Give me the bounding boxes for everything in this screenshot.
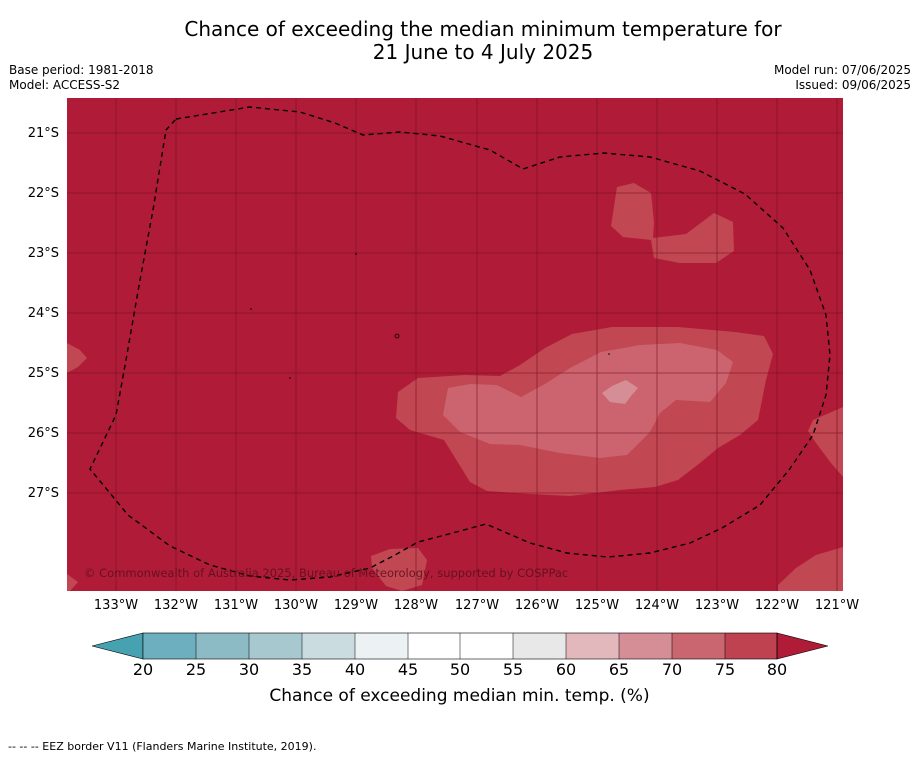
colorbar-bin-35-40 [302, 633, 355, 659]
colorbar-tick: 30 [238, 660, 260, 679]
lon-label: 132°W [153, 598, 199, 613]
colorbar-bin-65-70 [619, 633, 672, 659]
lon-label: 123°W [694, 598, 740, 613]
contour-75-80-north [611, 183, 734, 263]
base-period: Base period: 1981-2018 [9, 63, 154, 77]
lat-label: 25°S [27, 366, 59, 381]
colorbar-bin-45-50 [408, 633, 460, 659]
colorbar-tick: 55 [502, 660, 524, 679]
colorbar-tick: 75 [714, 660, 736, 679]
copyright-text: © Commonwealth of Australia 2025, Bureau… [84, 566, 568, 580]
model-name: Model: ACCESS-S2 [9, 78, 121, 92]
contour-65-70 [602, 380, 638, 404]
lon-label: 126°W [514, 598, 560, 613]
lat-label: 26°S [27, 426, 59, 441]
island-marker [394, 333, 400, 339]
colorbar-arrow-low [91, 632, 144, 660]
title-line-2: 21 June to 4 July 2025 [372, 40, 594, 64]
colorbar-tick: 25 [185, 660, 207, 679]
colorbar-label: Chance of exceeding median min. temp. (%… [269, 686, 650, 706]
colorbar-bin-30-35 [249, 633, 302, 659]
colorbar-bin-50-55 [460, 633, 513, 659]
lon-label: 122°W [754, 598, 800, 613]
lon-label: 128°W [393, 598, 439, 613]
colorbar-bin-55-60 [513, 633, 566, 659]
colorbar-tick: 35 [291, 660, 313, 679]
colorbar-tick: 60 [555, 660, 577, 679]
eez-border-line [89, 106, 831, 581]
lat-label: 23°S [27, 246, 59, 261]
lon-label: 124°W [634, 598, 680, 613]
lon-label: 133°W [93, 598, 139, 613]
colorbar-tick: 40 [344, 660, 366, 679]
lon-label: 130°W [273, 598, 319, 613]
colorbar [91, 632, 829, 660]
model-run: Model run: 07/06/2025 [773, 63, 911, 77]
graticule [67, 98, 843, 591]
island-marker [289, 377, 291, 379]
colorbar-bin-20-25 [143, 633, 196, 659]
colorbar-tick: 50 [449, 660, 471, 679]
colorbar-arrow-high [776, 632, 829, 660]
colorbar-tick: 80 [766, 660, 788, 679]
contour-70-75 [443, 343, 733, 458]
lon-label: 131°W [213, 598, 259, 613]
lon-label: 121°W [814, 598, 860, 613]
colorbar-bin-40-45 [355, 633, 408, 659]
lat-label: 22°S [27, 186, 59, 201]
lon-label: 125°W [574, 598, 620, 613]
meta-left: Base period: 1981-2018 Model: ACCESS-S2 [9, 63, 154, 93]
probability-contours [67, 98, 843, 591]
contour-75-80-southwest [67, 574, 78, 591]
colorbar-bin-25-30 [196, 633, 249, 659]
page-title: Chance of exceeding the median minimum t… [0, 18, 919, 64]
colorbar-tick: 70 [661, 660, 683, 679]
colorbar-tick: 20 [132, 660, 154, 679]
island-marker [355, 253, 357, 255]
island-marker [608, 353, 610, 355]
colorbar-tick: 45 [397, 660, 419, 679]
lat-label: 24°S [27, 306, 59, 321]
colorbar-bin-75-80 [725, 633, 777, 659]
lat-label: 21°S [27, 126, 59, 141]
contour-75-80-south [371, 548, 427, 591]
colorbar-tick: 65 [608, 660, 630, 679]
lon-label: 127°W [454, 598, 500, 613]
colorbar-bin-70-75 [672, 633, 725, 659]
lon-label: 129°W [333, 598, 379, 613]
contour-75-80-southeast [778, 547, 843, 591]
meta-right: Model run: 07/06/2025 Issued: 09/06/2025 [774, 63, 911, 93]
contour-75-80-west [67, 343, 87, 373]
island-marker [250, 308, 252, 310]
contour-75-80-east [808, 407, 843, 477]
issued-date: Issued: 09/06/2025 [795, 78, 911, 92]
lat-label: 27°S [27, 486, 59, 501]
title-line-1: Chance of exceeding the median minimum t… [184, 17, 782, 41]
eez-footnote: -- -- -- EEZ border V11 (Flanders Marine… [8, 740, 317, 753]
colorbar-bin-60-65 [566, 633, 619, 659]
